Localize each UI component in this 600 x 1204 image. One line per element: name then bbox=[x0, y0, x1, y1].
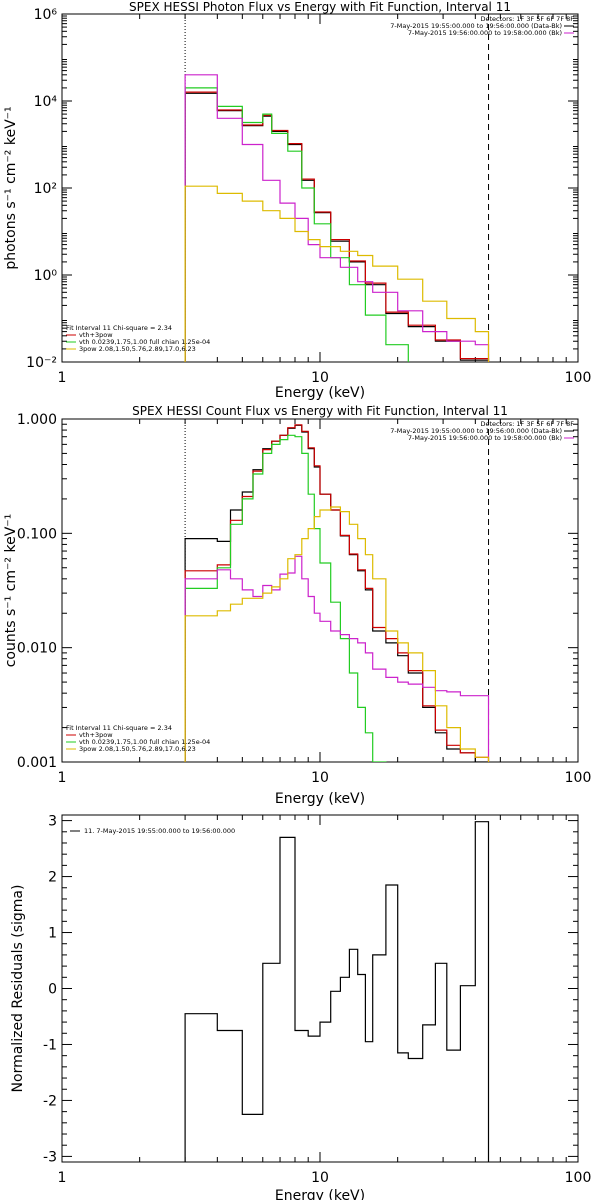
x-tick-label: 1 bbox=[58, 370, 67, 386]
legend-entry: 7-May-2015 19:55:00.000 to 19:56:00.000 … bbox=[390, 427, 562, 435]
legend-entry: 7-May-2015 19:56:00.000 to 19:58:00.000 … bbox=[408, 434, 562, 442]
y-tick-label: 3 bbox=[48, 814, 57, 830]
data-series-group bbox=[184, 424, 490, 762]
chart-title: SPEX HESSI Count Flux vs Energy with Fit… bbox=[132, 404, 508, 418]
legend-entry: 11. 7-May-2015 19:55:00.000 to 19:56:00.… bbox=[84, 827, 235, 835]
x-tick-label: 1 bbox=[58, 770, 67, 786]
legend-entry: 7-May-2015 19:56:00.000 to 19:58:00.000 … bbox=[408, 29, 562, 37]
legend-entry: Detectors: 1F 3F 5F 6F 7F 8F bbox=[480, 15, 574, 23]
x-tick-label: 10 bbox=[311, 770, 329, 786]
x-tick-label: 1 bbox=[58, 1170, 67, 1186]
series-step-line-5 bbox=[184, 506, 490, 762]
y-tick-label: 10² bbox=[34, 181, 57, 197]
legend-entry: Fit Interval 11 Chi-square = 2.34 bbox=[66, 324, 172, 332]
x-tick-label: 10 bbox=[311, 370, 329, 386]
legend-entry: 7-May-2015 19:55:00.000 to 19:56:00.000 … bbox=[390, 22, 562, 30]
y-tick-label: -1 bbox=[43, 1037, 57, 1053]
x-tick-label: 10 bbox=[311, 1170, 329, 1186]
legend-entry: Fit Interval 11 Chi-square = 2.34 bbox=[66, 724, 172, 732]
x-tick-label: 100 bbox=[565, 770, 592, 786]
plot-frame bbox=[61, 814, 579, 1163]
y-axis-label: counts s⁻¹ cm⁻² keV⁻¹ bbox=[3, 514, 19, 668]
y-tick-label: 0.010 bbox=[17, 641, 57, 657]
legend-entry: vth 0.0239,1.75,1.00 full chian 1.25e-04 bbox=[79, 738, 210, 746]
chart-title: SPEX HESSI Photon Flux vs Energy with Fi… bbox=[129, 0, 511, 14]
chart-panel-1: SPEX HESSI Photon Flux vs Energy with Fi… bbox=[3, 0, 591, 401]
series-step-line-5 bbox=[184, 185, 490, 362]
y-tick-label: -3 bbox=[43, 1149, 57, 1165]
chart-panel-2: SPEX HESSI Count Flux vs Energy with Fit… bbox=[3, 404, 591, 807]
data-series-group bbox=[184, 821, 490, 1162]
y-tick-label: 10⁻² bbox=[26, 355, 57, 371]
y-tick-label: 0.100 bbox=[17, 526, 57, 542]
y-tick-label: 2 bbox=[48, 870, 57, 886]
legend-entry: Detectors: 1F 3F 5F 6F 7F 8F bbox=[480, 420, 574, 428]
legend-entry: vth+3pow bbox=[79, 331, 113, 339]
y-tick-label: 10⁴ bbox=[34, 94, 58, 110]
series-step-line-1 bbox=[184, 821, 490, 1162]
y-tick-label: 0 bbox=[48, 982, 57, 998]
data-series-group bbox=[184, 74, 490, 362]
legend-entry: 3pow 2.08,1.50,5.76,2.89,17.0,6.23 bbox=[79, 345, 196, 353]
series-step-line-2 bbox=[184, 424, 490, 762]
y-axis-label: Normalized Residuals (sigma) bbox=[10, 885, 26, 1093]
series-step-line-1 bbox=[184, 424, 489, 762]
y-tick-label: 10⁰ bbox=[34, 268, 58, 284]
y-tick-label: 10⁶ bbox=[34, 7, 58, 23]
series-step-line-4 bbox=[184, 74, 490, 362]
x-tick-label: 100 bbox=[565, 370, 592, 386]
y-tick-label: 1 bbox=[48, 926, 57, 942]
series-step-line-3 bbox=[184, 87, 490, 362]
legend-entry: 3pow 2.08,1.50,5.76,2.89,17.0,6.23 bbox=[79, 745, 196, 753]
x-tick-label: 100 bbox=[565, 1170, 592, 1186]
series-step-line-4 bbox=[184, 555, 490, 762]
y-tick-label: -2 bbox=[43, 1093, 57, 1109]
legend-entry: vth 0.0239,1.75,1.00 full chian 1.25e-04 bbox=[79, 338, 210, 346]
x-axis-label: Energy (keV) bbox=[275, 1188, 365, 1200]
x-axis-label: Energy (keV) bbox=[275, 791, 365, 807]
plot-frame bbox=[61, 13, 579, 363]
x-axis-label: Energy (keV) bbox=[275, 385, 365, 401]
series-step-line-3 bbox=[184, 434, 490, 762]
series-step-line-2 bbox=[184, 91, 490, 362]
legend-entry: vth+3pow bbox=[79, 731, 113, 739]
series-step-line-1 bbox=[184, 92, 490, 362]
y-axis-label: photons s⁻¹ cm⁻² keV⁻¹ bbox=[3, 106, 19, 269]
chart-panel-3: Energy (keV) Normalized Residuals (sigma)… bbox=[10, 814, 592, 1204]
y-tick-label: 1.000 bbox=[17, 412, 57, 428]
y-tick-label: 0.001 bbox=[17, 755, 57, 771]
